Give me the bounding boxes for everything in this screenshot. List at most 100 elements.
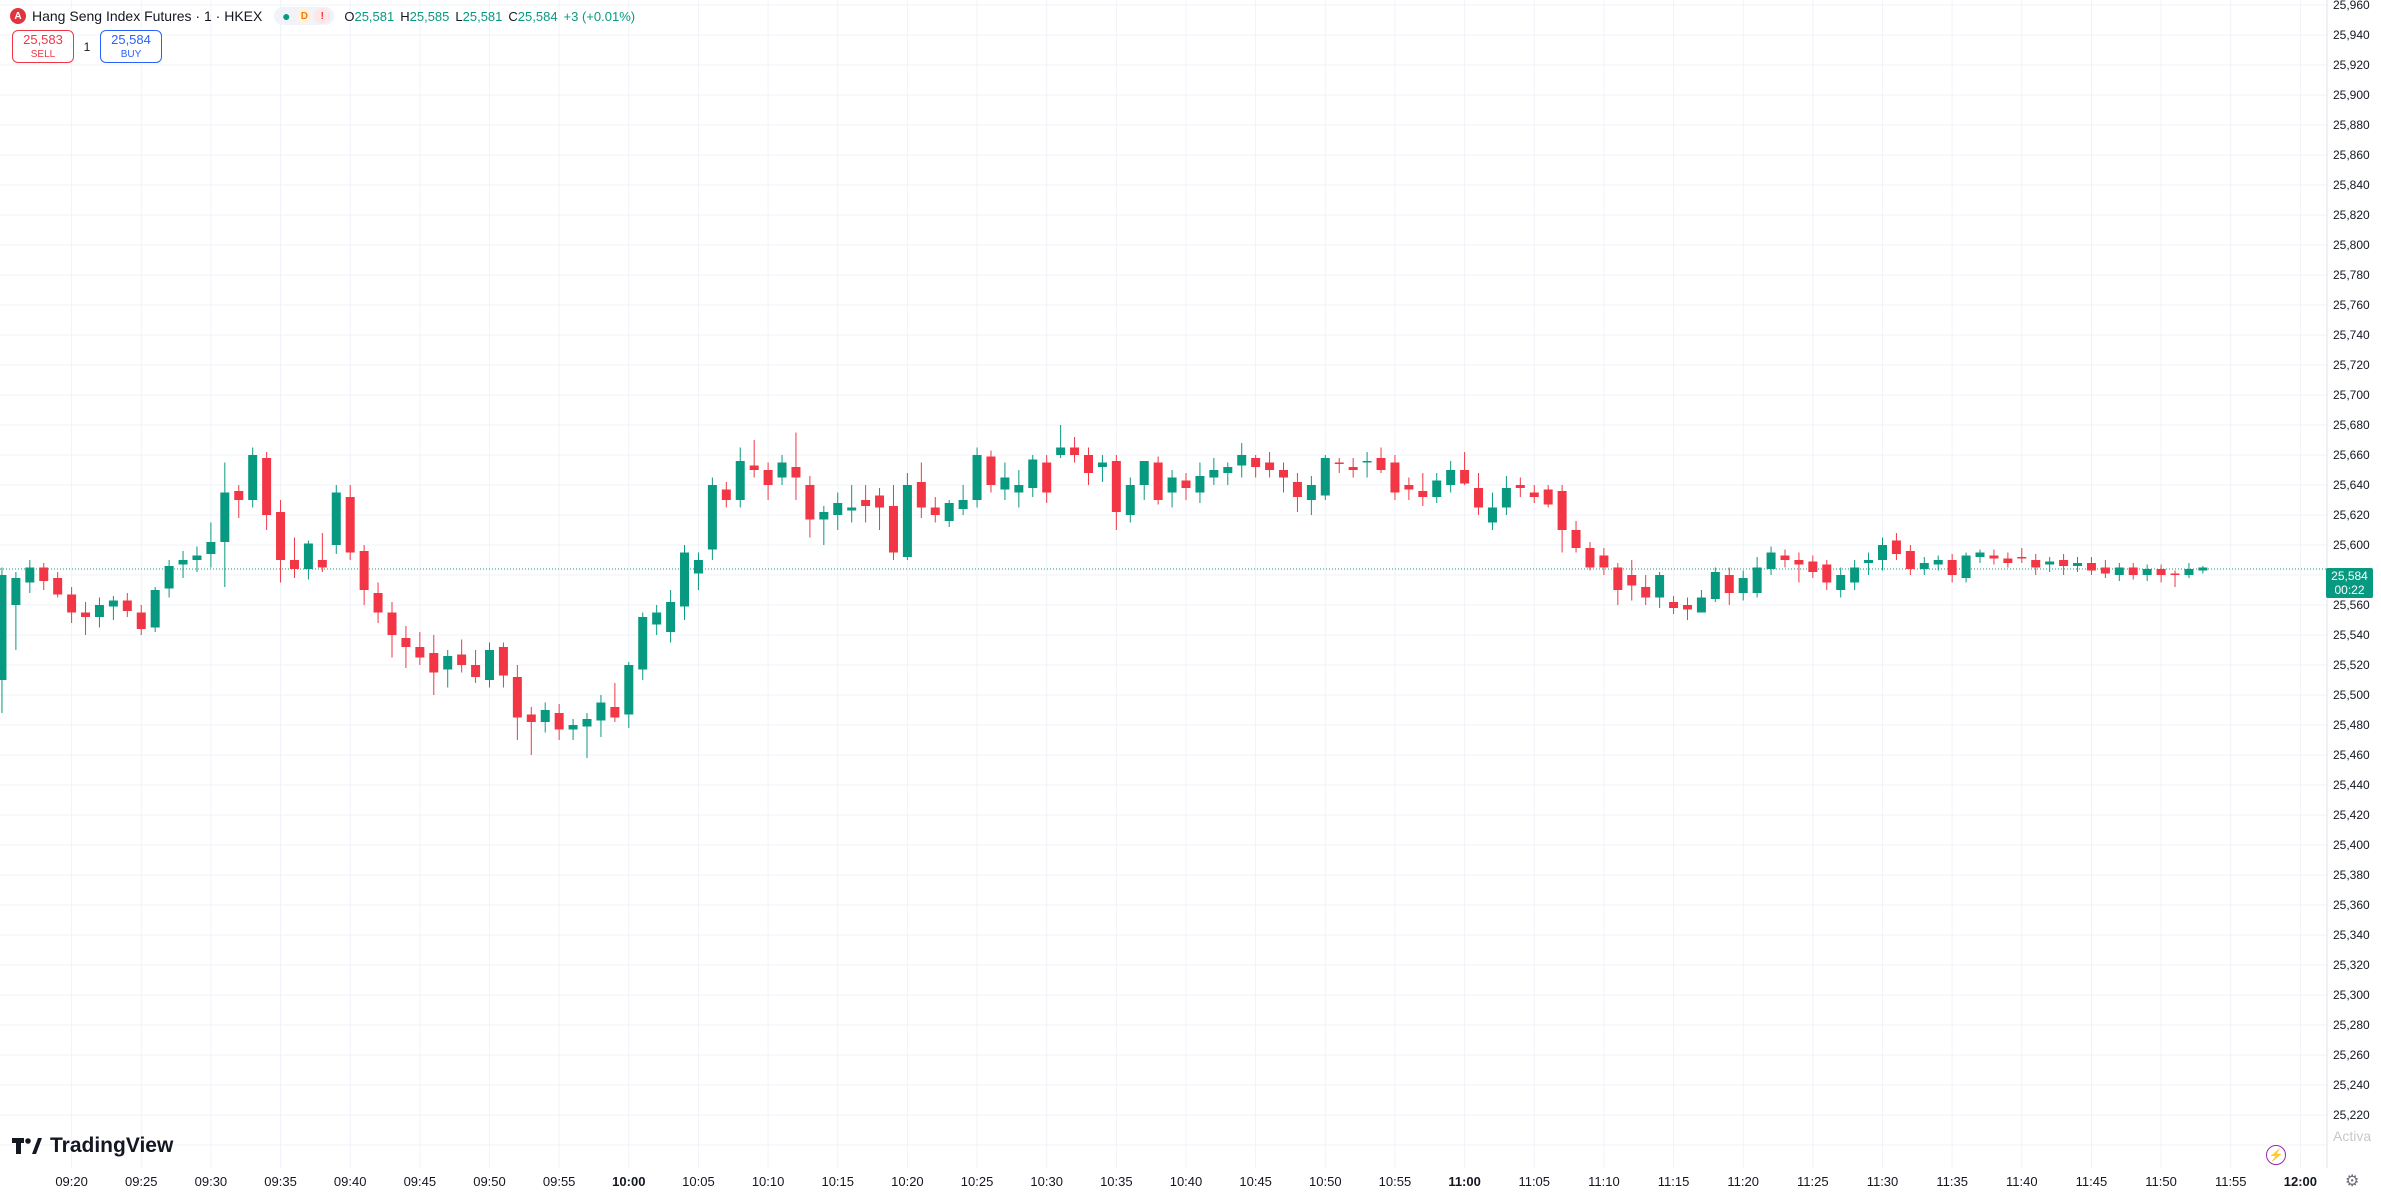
candle-body bbox=[1905, 551, 1915, 569]
tradingview-logo-icon bbox=[12, 1138, 42, 1154]
candle-body bbox=[916, 482, 926, 508]
symbol-title[interactable]: Hang Seng Index Futures · 1 · HKEX bbox=[32, 8, 263, 24]
time-tick-label: 11:20 bbox=[1727, 1174, 1759, 1189]
candle-body bbox=[582, 719, 592, 727]
buy-button[interactable]: 25,584 BUY bbox=[100, 30, 162, 63]
candle bbox=[1794, 552, 1804, 583]
candle bbox=[81, 602, 91, 635]
candle bbox=[67, 587, 77, 623]
candle-body bbox=[1808, 561, 1818, 572]
time-tick-label: 09:20 bbox=[55, 1174, 88, 1189]
candle bbox=[1613, 563, 1623, 605]
candle-body bbox=[1850, 567, 1860, 583]
time-tick-label: 11:10 bbox=[1588, 1174, 1620, 1189]
candle bbox=[1320, 455, 1330, 500]
candle bbox=[680, 545, 690, 620]
time-tick-label: 09:55 bbox=[543, 1174, 576, 1189]
candle bbox=[1989, 549, 1999, 565]
candle bbox=[930, 497, 940, 523]
candle bbox=[861, 485, 871, 523]
price-tick-label: 25,960 bbox=[2333, 0, 2370, 12]
candle-body bbox=[2198, 567, 2208, 571]
candle bbox=[164, 560, 174, 598]
candle-body bbox=[596, 702, 606, 721]
tradingview-logo[interactable]: TradingView bbox=[12, 1134, 173, 1158]
candle bbox=[512, 665, 522, 740]
market-open-dot-icon[interactable]: ● bbox=[282, 8, 291, 24]
candle bbox=[1655, 572, 1665, 608]
candle-body bbox=[540, 710, 550, 722]
candle bbox=[1460, 452, 1470, 485]
candle-body bbox=[1710, 572, 1720, 599]
candle bbox=[1014, 470, 1024, 508]
warning-icon[interactable]: ! bbox=[314, 8, 331, 24]
time-tick-label: 10:45 bbox=[1239, 1174, 1272, 1189]
bolt-icon[interactable]: ⚡ bbox=[2266, 1145, 2286, 1165]
candle-body bbox=[303, 543, 313, 569]
time-tick-label: 09:45 bbox=[404, 1174, 437, 1189]
candle bbox=[471, 650, 481, 683]
delayed-data-icon[interactable]: D bbox=[296, 8, 313, 24]
candle bbox=[1000, 462, 1010, 500]
sell-button[interactable]: 25,583 SELL bbox=[12, 30, 74, 63]
candle-body bbox=[345, 497, 355, 553]
candle-body bbox=[707, 485, 717, 550]
candle bbox=[805, 476, 815, 538]
candle-body bbox=[1111, 461, 1121, 512]
candle-body bbox=[1195, 476, 1205, 493]
price-tick-label: 25,740 bbox=[2333, 328, 2370, 342]
candle-body bbox=[2170, 573, 2180, 575]
price-tick-label: 25,220 bbox=[2333, 1108, 2370, 1122]
candle bbox=[1474, 473, 1484, 515]
candle bbox=[1641, 575, 1651, 605]
candle bbox=[1961, 552, 1971, 583]
candle bbox=[1223, 462, 1233, 485]
candle bbox=[415, 632, 425, 665]
candle-body bbox=[443, 656, 453, 670]
time-tick-label: 11:50 bbox=[2145, 1174, 2177, 1189]
candle bbox=[1501, 476, 1511, 515]
candle bbox=[1752, 557, 1762, 598]
close-label: C bbox=[508, 8, 518, 24]
time-tick-label: 09:40 bbox=[334, 1174, 367, 1189]
candle bbox=[2170, 570, 2180, 587]
candle bbox=[1362, 452, 1372, 478]
candle bbox=[303, 540, 313, 580]
price-tick-label: 25,500 bbox=[2333, 688, 2370, 702]
candle-body bbox=[1083, 455, 1093, 473]
candle-body bbox=[262, 458, 272, 515]
candle bbox=[2045, 557, 2055, 572]
candle-body bbox=[220, 492, 230, 542]
status-pills[interactable]: ● D ! bbox=[274, 7, 335, 25]
candle-body bbox=[248, 455, 258, 500]
price-tick-label: 25,720 bbox=[2333, 358, 2370, 372]
last-price-value: 25,584 bbox=[2331, 569, 2368, 583]
candle-body bbox=[2073, 563, 2083, 566]
candle-body bbox=[234, 491, 244, 500]
candle bbox=[2031, 554, 2041, 575]
quantity-value[interactable]: 1 bbox=[83, 39, 91, 54]
exchange-badge-icon[interactable]: A bbox=[10, 8, 26, 24]
candle-body bbox=[2086, 563, 2096, 571]
candle-body bbox=[2100, 567, 2110, 574]
candle bbox=[1390, 455, 1400, 500]
last-price-tag: 25,584 00:22 bbox=[2326, 568, 2373, 598]
candle-body bbox=[1794, 560, 1804, 565]
candle bbox=[457, 639, 467, 673]
candle-body bbox=[972, 455, 982, 500]
candle-body bbox=[276, 512, 286, 560]
candle-body bbox=[25, 567, 35, 583]
candle-body bbox=[1306, 485, 1316, 500]
candle-body bbox=[554, 713, 564, 730]
candle-body bbox=[67, 594, 77, 613]
time-tick-label: 11:55 bbox=[2215, 1174, 2247, 1189]
tradingview-logo-text: TradingView bbox=[50, 1134, 174, 1157]
gear-icon[interactable]: ⚙ bbox=[2345, 1173, 2360, 1190]
candle-body bbox=[805, 485, 815, 520]
candle-body bbox=[1000, 477, 1010, 490]
candle-body bbox=[1961, 555, 1971, 578]
candle-body bbox=[485, 650, 494, 680]
candle-body bbox=[39, 567, 49, 581]
candle-body bbox=[1153, 462, 1163, 500]
